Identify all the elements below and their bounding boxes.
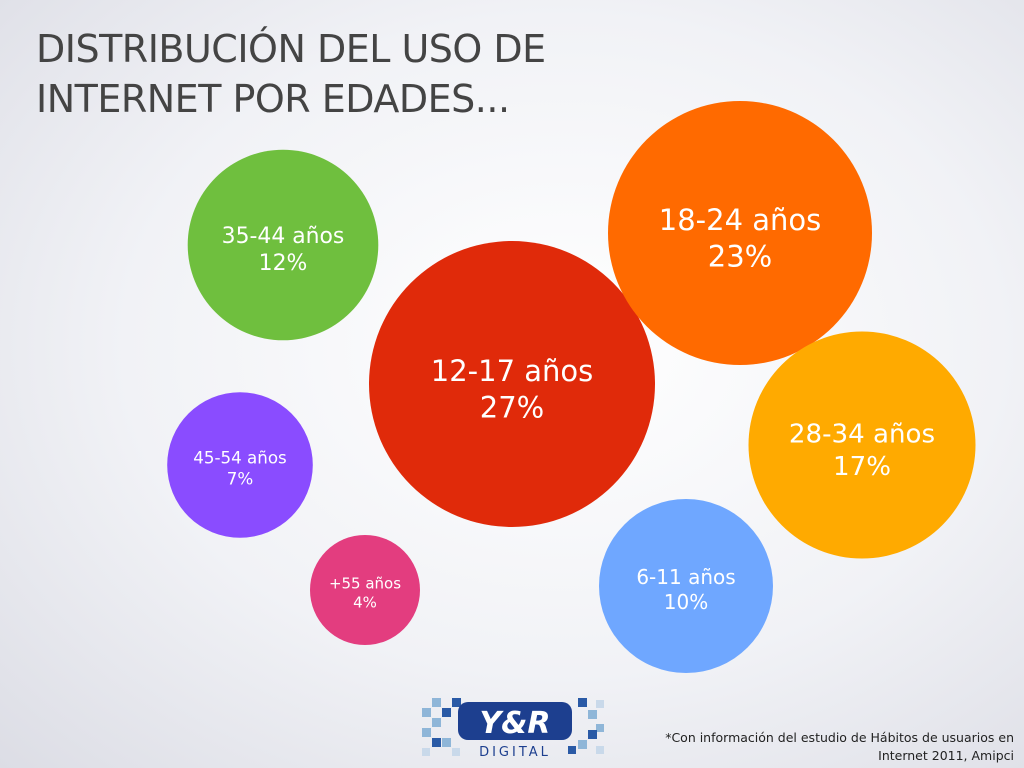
bubble-category-label: 28-34 años xyxy=(789,419,935,449)
bubble-value-label: 7% xyxy=(227,468,253,488)
bubble-circle xyxy=(369,241,655,527)
bubble-circle xyxy=(748,331,976,559)
footnote-line-2: Internet 2011, Amipci xyxy=(878,748,1014,763)
bubble-category-label: 35-44 años xyxy=(222,224,345,249)
bubble-value-label: 23% xyxy=(708,239,772,273)
page-title: DISTRIBUCIÓN DEL USO DE INTERNET POR EDA… xyxy=(36,24,546,124)
bubble-category-label: +55 años xyxy=(329,575,401,593)
logo-brand: Y&R xyxy=(480,706,551,741)
bubble-circle xyxy=(167,392,313,538)
bubble-circle xyxy=(310,535,420,645)
footnote-line-1: *Con información del estudio de Hábitos … xyxy=(665,730,1014,745)
title-line-1: DISTRIBUCIÓN DEL USO DE xyxy=(36,27,546,71)
bubble-category-label: 6-11 años xyxy=(636,565,735,589)
bubble-value-label: 12% xyxy=(259,251,308,276)
bubble-value-label: 4% xyxy=(353,593,377,611)
bubble-circle xyxy=(187,149,379,341)
bubble-category-label: 45-54 años xyxy=(193,447,287,467)
title-line-2: INTERNET POR EDADES... xyxy=(36,77,510,121)
bubble-category-label: 18-24 años xyxy=(659,203,822,237)
bubble-circle xyxy=(599,499,773,673)
logo-sub: DIGITAL xyxy=(479,745,551,760)
bubble-value-label: 10% xyxy=(664,590,708,614)
bubble-circle xyxy=(608,101,872,365)
bubble-category-label: 12-17 años xyxy=(431,354,594,388)
source-footnote: *Con información del estudio de Hábitos … xyxy=(665,729,1014,765)
bubble-value-label: 17% xyxy=(833,452,891,482)
yr-digital-logo: Y&R DIGITAL xyxy=(418,690,608,762)
logo-graphic: Y&R DIGITAL xyxy=(422,698,604,760)
bubble-value-label: 27% xyxy=(480,390,544,424)
